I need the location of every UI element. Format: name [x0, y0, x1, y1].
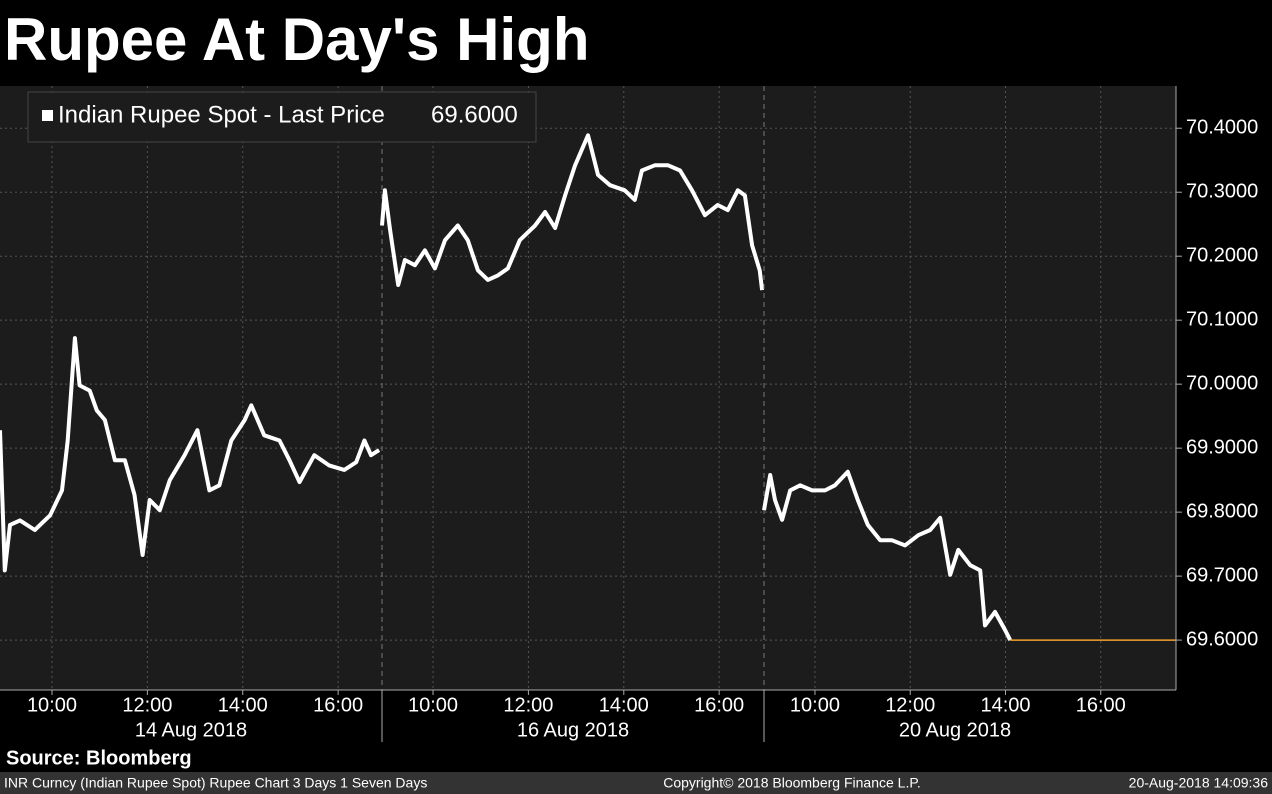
price-line — [762, 469, 1012, 642]
footer-band — [0, 772, 1272, 794]
x-tick-label: 16:00 — [1076, 694, 1126, 716]
x-tick-label: 12:00 — [885, 694, 935, 716]
footer-right: 20-Aug-2018 14:09:36 — [1129, 775, 1269, 791]
x-tick-label: 10:00 — [27, 694, 77, 716]
chart-title: Rupee At Day's High — [4, 6, 589, 73]
price-line — [0, 336, 381, 573]
x-tick-label: 16:00 — [694, 694, 744, 716]
y-tick-label: 70.0000 — [1186, 372, 1258, 394]
x-day-label: 16 Aug 2018 — [517, 719, 629, 741]
x-tick-label: 12:00 — [122, 694, 172, 716]
x-tick-label: 10:00 — [790, 694, 840, 716]
x-day-label: 14 Aug 2018 — [135, 719, 247, 741]
footer-center: Copyright© 2018 Bloomberg Finance L.P. — [663, 775, 921, 791]
plot-area — [0, 86, 1176, 690]
y-tick-label: 70.2000 — [1186, 244, 1258, 266]
x-day-label: 20 Aug 2018 — [899, 719, 1011, 741]
x-tick-label: 10:00 — [408, 694, 458, 716]
source: Source: Bloomberg — [6, 747, 192, 769]
y-tick-label: 69.7000 — [1186, 564, 1258, 586]
x-tick-label: 14:00 — [218, 694, 268, 716]
y-tick-label: 70.1000 — [1186, 308, 1258, 330]
x-tick-label: 16:00 — [313, 694, 363, 716]
legend-last-price: 69.6000 — [431, 101, 518, 128]
legend-label: Indian Rupee Spot - Last Price — [58, 101, 385, 128]
y-tick-label: 70.3000 — [1186, 180, 1258, 202]
footer-left: INR Curncy (Indian Rupee Spot) Rupee Cha… — [4, 775, 427, 791]
y-tick-label: 70.4000 — [1186, 117, 1258, 139]
legend-box — [27, 91, 537, 143]
x-tick-label: 14:00 — [980, 694, 1030, 716]
price-line — [380, 133, 765, 291]
y-tick-label: 69.8000 — [1186, 500, 1258, 522]
y-tick-label: 69.9000 — [1186, 436, 1258, 458]
y-tick-label: 69.6000 — [1186, 628, 1258, 650]
legend-swatch — [42, 110, 53, 121]
x-tick-label: 14:00 — [599, 694, 649, 716]
x-tick-label: 12:00 — [503, 694, 553, 716]
